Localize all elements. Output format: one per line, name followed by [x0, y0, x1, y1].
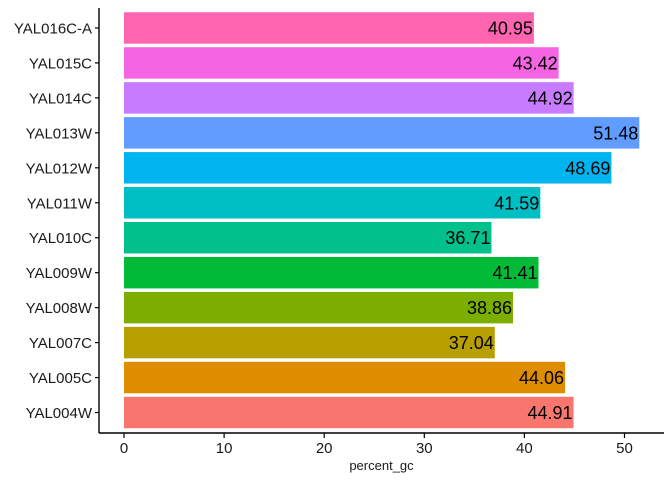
y-tick-label-YAL012W: YAL012W [26, 160, 93, 177]
data-label-YAL005C: 44.06 [519, 368, 564, 388]
x-axis-title: percent_gc [349, 458, 414, 473]
data-label-YAL010C: 36.71 [445, 228, 490, 248]
y-tick-label-YAL011W: YAL011W [27, 195, 93, 212]
x-tick-label-40: 40 [516, 440, 533, 457]
data-label-YAL007C: 37.04 [449, 333, 494, 353]
bar-YAL016C-A [124, 12, 534, 44]
data-label-YAL012W: 48.69 [565, 158, 610, 178]
x-ticks-group: 0 10 20 30 40 50 [120, 433, 633, 457]
bar-YAL008W [124, 291, 513, 324]
y-tick-labels-group: YAL004W YAL005C YAL007C YAL008W YAL009W YAL01… [14, 20, 99, 422]
bar-YAL012W [124, 152, 612, 184]
y-tick-label-YAL005C: YAL005C [29, 370, 92, 387]
bar-YAL007C [124, 326, 495, 359]
bar-YAL009W [124, 256, 539, 289]
y-tick-label-YAL014C: YAL014C [29, 90, 92, 107]
y-tick-label-YAL008W: YAL008W [26, 300, 93, 317]
data-label-YAL014C: 44.92 [528, 88, 573, 108]
data-label-YAL004W: 44.91 [528, 403, 573, 423]
y-tick-label-YAL007C: YAL007C [29, 335, 92, 352]
bar-YAL014C [124, 82, 574, 114]
x-tick-label-50: 50 [616, 440, 633, 457]
y-tick-label-YAL004W: YAL004W [26, 405, 93, 422]
data-label-YAL015C: 43.42 [513, 53, 558, 73]
data-label-YAL008W: 38.86 [467, 298, 512, 318]
y-tick-label-YAL010C: YAL010C [29, 230, 92, 247]
y-tick-label-YAL013W: YAL013W [26, 125, 93, 142]
x-tick-label-30: 30 [416, 440, 433, 457]
y-tick-label-YAL009W: YAL009W [26, 265, 93, 282]
data-label-YAL011W: 41.59 [494, 193, 539, 213]
x-tick-label-20: 20 [316, 440, 333, 457]
bar-YAL010C [124, 221, 492, 254]
y-tick-label-YAL016C-A: YAL016C-A [14, 20, 92, 37]
x-tick-label-0: 0 [120, 440, 128, 457]
bar-YAL005C [124, 361, 566, 394]
bar-YAL004W [124, 396, 574, 429]
bar-YAL015C [124, 47, 559, 79]
bar-YAL011W [124, 187, 541, 219]
x-tick-label-10: 10 [216, 440, 233, 457]
bar-YAL013W [124, 117, 640, 149]
data-label-YAL009W: 41.41 [492, 263, 537, 283]
data-label-YAL016C-A: 40.95 [488, 18, 533, 38]
data-label-YAL013W: 51.48 [593, 123, 638, 143]
y-tick-label-YAL015C: YAL015C [29, 55, 92, 72]
